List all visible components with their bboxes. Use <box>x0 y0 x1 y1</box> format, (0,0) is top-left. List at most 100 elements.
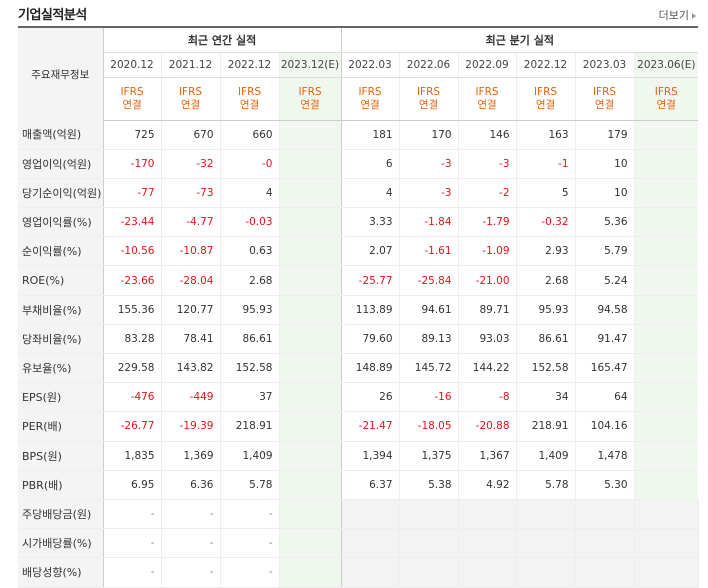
quarter-value: -2 <box>458 178 517 209</box>
annual-value: -26.77 <box>103 411 162 442</box>
quarter-value: -18.05 <box>399 411 459 442</box>
ifrs-line1: IFRS <box>654 85 678 98</box>
quarter-value <box>634 411 699 442</box>
annual-value: -10.56 <box>103 236 162 267</box>
ifrs-label: IFRS 연결 <box>634 77 699 121</box>
annual-value: 78.41 <box>161 324 221 355</box>
annual-value: 725 <box>103 120 162 150</box>
annual-group-header: 최근 연간 실적 <box>103 26 342 53</box>
annual-value <box>279 178 342 209</box>
annual-value: - <box>161 498 221 530</box>
quarter-value: 152.58 <box>516 353 576 384</box>
annual-value <box>279 382 342 413</box>
annual-value: 152.58 <box>220 353 280 384</box>
annual-value <box>279 528 342 559</box>
annual-value: -23.44 <box>103 207 162 238</box>
annual-value: 143.82 <box>161 353 221 384</box>
row-label: PBR(배) <box>18 470 104 500</box>
period-header: 2022.09 <box>458 52 517 78</box>
ifrs-line2: 연결 <box>122 98 142 111</box>
quarter-value: 170 <box>399 120 459 150</box>
table-row: 유보율(%) 229.58 143.82 152.58 148.89 145.72 144.… <box>18 353 699 384</box>
annual-value: -4.77 <box>161 207 221 238</box>
quarter-empty <box>399 557 459 588</box>
ifrs-line2: 연결 <box>300 98 320 111</box>
quarter-value: -3 <box>399 178 459 209</box>
table-row: 영업이익률(%) -23.44 -4.77 -0.03 3.33 -1.84 -1.79 -0… <box>18 207 699 238</box>
table-row: 배당성향(%) - - - <box>18 557 699 588</box>
row-label: 순이익률(%) <box>18 236 104 267</box>
quarter-value: -8 <box>458 382 517 413</box>
period-header: 2022.12 <box>516 52 576 78</box>
table-row: 순이익률(%) -10.56 -10.87 0.63 2.07 -1.61 -1.09 2.9… <box>18 236 699 267</box>
annual-value: - <box>220 557 280 588</box>
annual-value <box>279 324 342 355</box>
quarter-value: -1.61 <box>399 236 459 267</box>
ifrs-label: IFRS 연결 <box>399 77 459 121</box>
quarter-value: 79.60 <box>340 324 400 355</box>
annual-value <box>279 353 342 384</box>
annual-value: 83.28 <box>103 324 162 355</box>
annual-value: 5.78 <box>220 470 280 500</box>
annual-value <box>279 441 342 471</box>
annual-value: -0.03 <box>220 207 280 238</box>
quarter-value: 181 <box>340 120 400 150</box>
ifrs-label: IFRS 연결 <box>161 77 221 121</box>
annual-value <box>279 265 342 296</box>
ifrs-line1: IFRS <box>120 85 144 98</box>
annual-value: -170 <box>103 149 162 179</box>
quarter-value: 2.07 <box>340 236 400 267</box>
quarter-value: 179 <box>575 120 635 150</box>
quarter-value: -16 <box>399 382 459 413</box>
quarter-value: 5.24 <box>575 265 635 296</box>
quarter-value: 2.93 <box>516 236 576 267</box>
quarter-empty <box>575 498 635 530</box>
period-header: 2023.03 <box>575 52 635 78</box>
quarter-value: 1,375 <box>399 441 459 471</box>
chevron-right-icon <box>692 13 696 19</box>
ifrs-label: IFRS 연결 <box>340 77 400 121</box>
quarter-value: 89.71 <box>458 294 517 325</box>
annual-value <box>279 236 342 267</box>
quarter-empty <box>340 528 400 559</box>
quarter-value: 4 <box>340 178 400 209</box>
annual-value <box>279 557 342 588</box>
quarter-empty <box>634 498 699 530</box>
annual-value <box>279 498 342 530</box>
quarter-value <box>634 120 699 150</box>
ifrs-line1: IFRS <box>178 85 203 98</box>
row-label: 영업이익률(%) <box>18 207 104 238</box>
quarter-empty <box>399 528 459 559</box>
more-link[interactable]: 더보기 <box>659 7 696 23</box>
quarter-value: 10 <box>575 178 635 209</box>
table-row: PBR(배) 6.95 6.36 5.78 6.37 5.38 4.92 5.78 5.30 <box>18 470 699 500</box>
quarter-value: 93.03 <box>458 324 517 355</box>
ifrs-line2: 연결 <box>477 98 497 111</box>
annual-value: -476 <box>103 382 162 413</box>
annual-value: - <box>103 498 162 530</box>
ifrs-label: IFRS 연결 <box>516 77 576 121</box>
annual-value <box>279 149 342 179</box>
annual-value: -32 <box>161 149 221 179</box>
quarter-value: 10 <box>575 149 635 179</box>
annual-value: 1,409 <box>220 441 280 471</box>
ifrs-line1: IFRS <box>592 85 617 98</box>
quarter-value: 91.47 <box>575 324 635 355</box>
quarter-value <box>634 207 699 238</box>
quarter-empty <box>458 498 517 530</box>
quarter-empty <box>340 557 400 588</box>
quarter-value: 3.33 <box>340 207 400 238</box>
quarter-value: 2.68 <box>516 265 576 296</box>
row-label: 매출액(억원) <box>18 120 104 150</box>
ifrs-label: IFRS 연결 <box>575 77 635 121</box>
ifrs-line1: IFRS <box>358 85 382 98</box>
period-header: 2023.12(E) <box>279 52 342 78</box>
annual-value: 86.61 <box>220 324 280 355</box>
ifrs-line2: 연결 <box>594 98 615 111</box>
annual-value <box>279 294 342 325</box>
row-label: 당좌비율(%) <box>18 324 104 355</box>
quarter-group-header: 최근 분기 실적 <box>340 26 699 53</box>
annual-value: 660 <box>220 120 280 150</box>
table-row: 매출액(억원) 725 670 660 181 170 146 163 179 <box>18 120 699 150</box>
table-row: 주당배당금(원) - - - <box>18 498 699 530</box>
